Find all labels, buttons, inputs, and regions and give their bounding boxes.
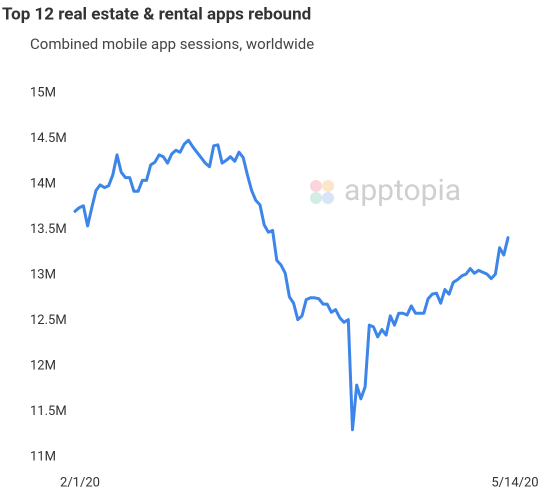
y-tick-label: 11.5M [30, 404, 67, 419]
y-tick-label: 13M [30, 267, 56, 282]
y-tick-label: 11M [30, 449, 56, 464]
chart-subtitle: Combined mobile app sessions, worldwide [30, 35, 314, 53]
y-tick-label: 14M [30, 176, 56, 191]
watermark: apptopia [344, 173, 461, 208]
watermark-logo [310, 180, 334, 204]
chart-title: Top 12 real estate & rental apps rebound [2, 4, 311, 24]
line [73, 138, 510, 432]
y-tick-label: 12M [30, 358, 56, 373]
y-tick-label: 15M [30, 85, 56, 100]
y-tick-label: 13.5M [30, 222, 67, 237]
x-tick-label: 5/14/20 [491, 475, 538, 490]
x-tick-label: 2/1/20 [60, 475, 100, 490]
y-tick-label: 14.5M [30, 131, 67, 146]
y-tick-label: 12.5M [30, 313, 67, 328]
